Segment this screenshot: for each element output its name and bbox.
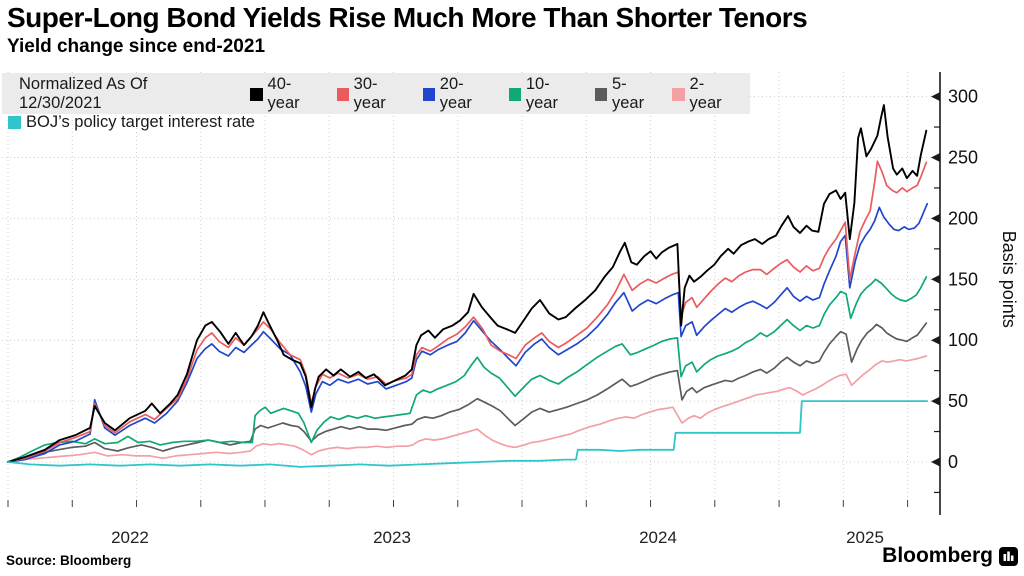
x-tick-label-2024: 2024: [639, 528, 677, 547]
legend-row-1: Normalized As Of 12/30/2021 40-year 30-y…: [2, 75, 750, 113]
swatch-40-year-icon: [250, 87, 263, 101]
y-axis-tick-arrow: [931, 153, 940, 162]
y-axis-tick-arrow: [931, 274, 940, 284]
y-tick-label: 50: [948, 391, 968, 411]
swatch-boj-rate-icon: [8, 116, 21, 129]
legend: Normalized As Of 12/30/2021 40-year 30-y…: [2, 73, 750, 131]
y-tick-label: 250: [948, 148, 978, 168]
legend-label-10-year: 10-year: [525, 75, 558, 112]
page-title: Super-Long Bond Yields Rise Much More Th…: [7, 2, 808, 33]
swatch-10-year-icon: [508, 87, 521, 101]
series-line-10-year: [7, 276, 928, 463]
legend-item-2-year: 2-year: [672, 75, 733, 113]
legend-note: Normalized As Of 12/30/2021: [19, 75, 148, 112]
bloomberg-brand: Bloomberg: [882, 544, 1018, 568]
legend-item-40-year: 40-year: [250, 75, 319, 113]
legend-item-30-year: 30-year: [336, 75, 406, 113]
y-axis-tick-arrow: [931, 213, 940, 223]
y-axis-tick-arrow: [931, 92, 940, 102]
legend-label-40-year: 40-year: [267, 75, 300, 112]
swatch-5-year-icon: [594, 87, 607, 101]
bloomberg-logo-icon: [999, 546, 1018, 566]
legend-item-5-year: 5-year: [594, 75, 656, 113]
swatch-30-year-icon: [336, 87, 349, 101]
series-line-30-year: [7, 160, 928, 463]
source-note: Source: Bloomberg: [6, 553, 132, 568]
y-tick-label: 150: [948, 269, 978, 289]
swatch-20-year-icon: [422, 87, 435, 101]
y-axis-tick-arrow: [931, 457, 940, 467]
legend-row-2: BOJ’s policy target interest rate: [2, 113, 750, 132]
y-tick-label: 100: [948, 330, 978, 350]
legend-item-10-year: 10-year: [508, 75, 578, 113]
swatch-2-year-icon: [672, 87, 685, 101]
y-axis-tick-arrow: [931, 396, 940, 406]
legend-label-5-year: 5-year: [611, 75, 645, 112]
legend-item-boj-rate: BOJ’s policy target interest rate: [8, 113, 255, 132]
series-line-20-year: [7, 202, 929, 463]
legend-label-boj-rate: BOJ’s policy target interest rate: [26, 113, 255, 131]
bloomberg-wordmark: Bloomberg: [882, 544, 993, 567]
legend-label-20-year: 20-year: [439, 75, 472, 112]
series-line-40-year: [7, 104, 928, 463]
legend-item-20-year: 20-year: [422, 75, 492, 113]
legend-label-30-year: 30-year: [353, 75, 386, 112]
y-tick-label: 300: [948, 87, 978, 107]
x-tick-label-2023: 2023: [373, 528, 411, 547]
page-subtitle: Yield change since end-2021: [7, 36, 266, 57]
legend-label-2-year: 2-year: [689, 75, 722, 112]
series-line-5-year: [7, 322, 928, 463]
x-tick-label-2025: 2025: [846, 528, 884, 547]
y-axis-title: Basis points: [999, 231, 1019, 328]
y-tick-label: 200: [948, 208, 978, 228]
series-line-boj-policy-target-rate: [7, 400, 929, 468]
x-tick-label-2022: 2022: [111, 528, 149, 547]
series-line-2-year: [7, 355, 928, 463]
y-axis-tick-arrow: [931, 335, 940, 345]
y-tick-label: 0: [948, 452, 958, 472]
